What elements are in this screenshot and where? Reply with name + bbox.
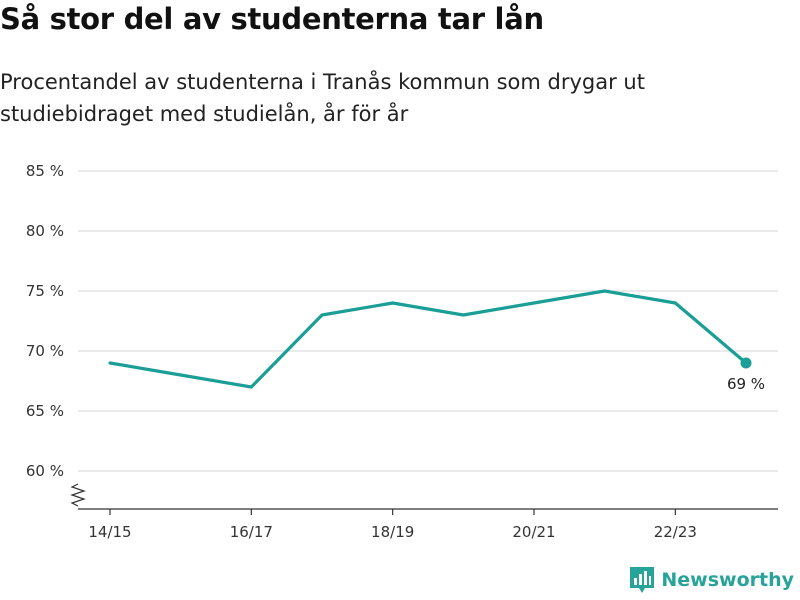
brand-logo[interactable]: Newsworthy (629, 566, 794, 594)
last-data-point (740, 357, 752, 369)
line-chart: 60 % 65 % 70 % 75 % 80 % 85 % 14/15 16/17 18/19… (26, 162, 778, 541)
x-tick-label: 14/15 (88, 523, 131, 541)
y-tick-label: 65 % (26, 402, 64, 420)
x-tick-label: 18/19 (371, 523, 414, 541)
y-axis-ticks: 60 % 65 % 70 % 75 % 80 % 85 % (26, 162, 64, 480)
chart-title: Så stor del av studenterna tar lån (0, 2, 544, 36)
y-tick-label: 80 % (26, 222, 64, 240)
x-tick-label: 16/17 (230, 523, 273, 541)
brand-name: Newsworthy (661, 569, 794, 591)
chart-subtitle: Procentandel av studenterna i Tranås kom… (0, 70, 645, 126)
axis-break-icon (70, 483, 86, 507)
x-tick-label: 22/23 (654, 523, 697, 541)
y-tick-label: 75 % (26, 282, 64, 300)
series (108, 289, 752, 389)
newsworthy-logo-icon (630, 567, 655, 593)
x-axis (70, 483, 778, 510)
data-label: 69 % (727, 375, 765, 393)
x-axis-ticks: 14/15 16/17 18/19 20/21 22/23 (88, 509, 697, 541)
y-tick-label: 85 % (26, 162, 64, 180)
annotations: 69 % (727, 375, 765, 393)
gridlines (78, 170, 778, 472)
y-tick-label: 70 % (26, 342, 64, 360)
y-tick-label: 60 % (26, 462, 64, 480)
x-tick-label: 20/21 (512, 523, 555, 541)
series-line (108, 289, 748, 389)
